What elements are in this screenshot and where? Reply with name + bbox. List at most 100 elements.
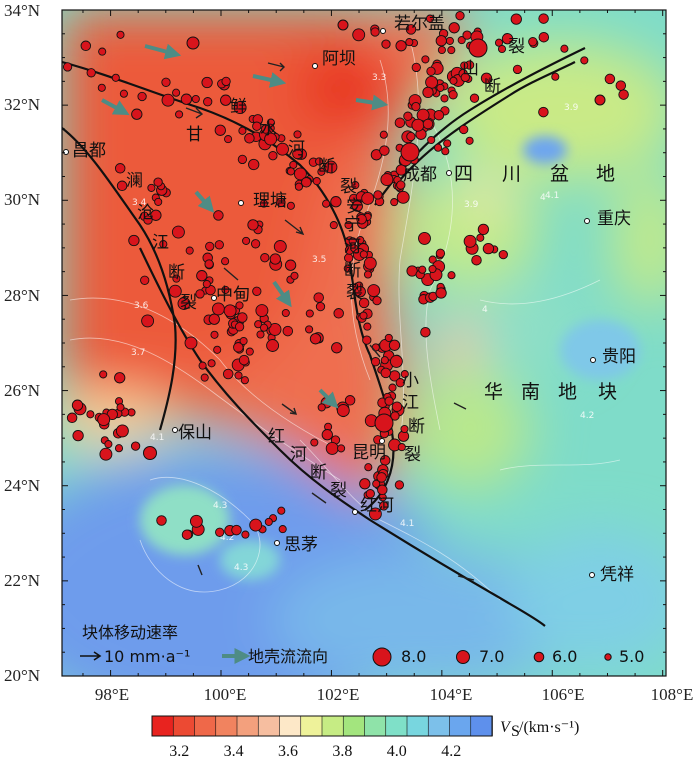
motion-arrow	[223, 267, 239, 281]
lat-label: 32°N	[4, 95, 40, 114]
colorbar-tick-label: 4.0	[387, 743, 407, 760]
lancangjiang-fault	[62, 127, 177, 431]
earthquake-epicenter	[238, 126, 247, 135]
earthquake-epicenter	[361, 191, 375, 205]
earthquake-epicenter	[384, 333, 393, 342]
earthquake-epicenter	[510, 13, 522, 25]
earthquake-epicenter	[66, 412, 78, 424]
earthquake-epicenter	[372, 295, 382, 306]
earthquake-epicenter	[356, 213, 367, 225]
motion-arrow	[369, 344, 381, 358]
lon-label: 98°E	[95, 685, 129, 704]
earthquake-epicenter	[231, 524, 242, 536]
colorbar-cell	[342, 715, 366, 737]
flow-arrow	[355, 94, 389, 111]
flow-arrow	[144, 43, 182, 60]
earthquake-epicenter	[420, 326, 431, 338]
contour-label: 4.3	[213, 501, 227, 511]
earthquake-epicenters	[62, 11, 629, 540]
earthquake-epicenter	[329, 221, 338, 230]
earthquake-epicenter	[405, 24, 417, 35]
earthquake-epicenter	[143, 215, 153, 225]
lon-label: 100°E	[204, 685, 247, 704]
earthquake-epicenter	[137, 91, 147, 102]
earthquake-epicenter	[313, 292, 324, 303]
earthquake-epicenter	[222, 368, 234, 380]
city-dot	[211, 295, 217, 301]
earthquake-epicenter	[433, 109, 445, 121]
legend-mag-label: 8.0	[401, 647, 426, 666]
earthquake-epicenter	[189, 514, 203, 528]
earthquake-epicenter	[150, 209, 162, 221]
earthquake-epicenter	[264, 517, 273, 526]
city-dot	[380, 28, 386, 34]
fault-names: 甘 鲜 水 河 断 裂 山 断 裂 安 宁 河 断 裂 小 江 断 裂 澜 沧 …	[126, 37, 525, 501]
earthquake-epicenter	[175, 110, 184, 119]
motion-arrow	[457, 575, 475, 581]
earthquake-epicenter	[207, 359, 216, 368]
earthquake-epicenter	[86, 68, 96, 78]
earthquake-epicenter	[276, 142, 289, 156]
colorbar-frame	[151, 715, 493, 737]
earthquake-epicenter	[411, 118, 425, 132]
earthquake-epicenter	[400, 424, 409, 434]
fault-char: 河	[290, 445, 307, 465]
lat-label: 28°N	[4, 286, 40, 305]
earthquake-epicenter	[370, 27, 380, 37]
earthquake-epicenter	[281, 308, 290, 318]
earthquake-epicenter	[97, 413, 111, 427]
earthquake-epicenter	[394, 117, 406, 128]
earthquake-epicenter	[286, 201, 295, 210]
place-honghe: 红河	[360, 496, 394, 516]
place-chengdu: 成都	[403, 165, 437, 185]
place-names: 若尔盖 阿坝 昌都 理塘 成都 重庆 中甸 贵阳 保山 昆明 红河 思茅 凭祥	[72, 14, 636, 585]
earthquake-epicenter	[363, 322, 372, 331]
earthquake-epicenter	[204, 259, 214, 269]
earthquake-epicenter	[224, 135, 233, 144]
earthquake-epicenter	[210, 330, 219, 339]
earthquake-epicenter	[99, 370, 108, 379]
earthquake-epicenter	[97, 83, 106, 92]
region-char: 地	[596, 163, 615, 185]
earthquake-epicenter	[114, 372, 126, 384]
earthquake-epicenter	[171, 225, 185, 239]
earthquake-epicenter	[215, 527, 225, 537]
region-char: 南	[521, 381, 540, 403]
fault-char: 断	[310, 463, 327, 483]
contour-label: 4	[482, 305, 488, 315]
earthquake-epicenter	[286, 167, 295, 176]
earthquake-epicenter	[359, 311, 368, 320]
earthquake-epicenter	[460, 72, 470, 83]
longmenshan-fault-2	[399, 61, 576, 181]
earthquake-epicenter	[259, 323, 269, 332]
earthquake-epicenter	[191, 94, 200, 104]
city-dot	[172, 427, 178, 433]
earthquake-epicenter	[259, 199, 268, 208]
fault-char: 裂	[180, 293, 197, 313]
colorbar-tick-label: 3.4	[224, 743, 244, 760]
earthquake-epicenter	[384, 396, 394, 406]
earthquake-epicenter	[245, 347, 254, 356]
earthquake-epicenter	[435, 287, 447, 299]
earthquake-epicenter	[376, 472, 387, 483]
earthquake-epicenter	[203, 97, 213, 107]
earthquake-epicenter	[161, 77, 171, 87]
earthquake-epicenter	[233, 101, 247, 115]
earthquake-epicenter	[330, 196, 342, 208]
colorbar-cell	[364, 715, 387, 737]
colorbar-label-unit: /(km·s⁻¹)	[519, 719, 579, 736]
earthquake-epicenter	[321, 429, 333, 441]
earthquake-epicenter	[337, 444, 346, 453]
earthquake-epicenter	[388, 339, 401, 351]
colorbar-tick-label: 3.8	[332, 743, 352, 760]
earthquake-epicenter	[161, 93, 175, 107]
earthquake-epicenter	[71, 399, 84, 411]
earthquake-epicenter	[395, 164, 407, 176]
earthquake-epicenter-large	[374, 413, 394, 433]
legend-flow-label: 地壳流流向	[248, 647, 328, 666]
earthquake-epicenter	[421, 55, 430, 64]
earthquake-epicenter	[294, 182, 303, 191]
city-dot	[446, 170, 452, 176]
earthquake-epicenter	[380, 356, 389, 365]
